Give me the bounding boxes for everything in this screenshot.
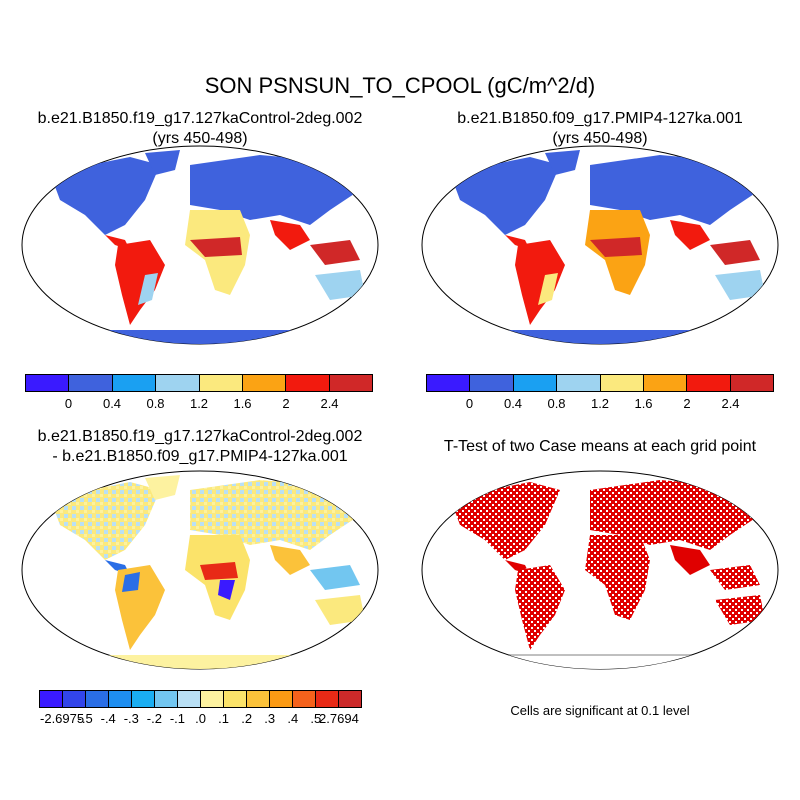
colorbar-label: 2.4 bbox=[721, 396, 740, 411]
panel-title-line2: (yrs 450-498) bbox=[152, 130, 248, 147]
colorbar-label: .0 bbox=[195, 711, 206, 726]
colorbar-label: 0.8 bbox=[146, 396, 165, 411]
colorbar-label: 2 bbox=[683, 396, 691, 411]
colorbar-label: -.5 bbox=[77, 711, 93, 726]
colorbar-label: -.1 bbox=[169, 711, 186, 726]
colorbar-label: 1.6 bbox=[233, 396, 252, 411]
colorbar-cell bbox=[224, 691, 247, 707]
panel-title-control: b.e21.B1850.f19_g17.127kaControl-2deg.00… bbox=[0, 109, 400, 149]
colorbar-label: 2.7694 bbox=[319, 711, 359, 726]
colorbar-cell bbox=[329, 375, 372, 391]
colorbar-cell bbox=[156, 375, 200, 391]
colorbar-cell bbox=[109, 691, 132, 707]
colorbar-cell bbox=[270, 691, 293, 707]
panel-title-line2: (yrs 450-498) bbox=[552, 130, 648, 147]
panel-title-difference: b.e21.B1850.f19_g17.127kaControl-2deg.00… bbox=[0, 427, 400, 467]
colorbar-cell bbox=[557, 375, 601, 391]
colorbar-label: -.4 bbox=[100, 711, 116, 726]
colorbar-label: .3 bbox=[264, 711, 276, 726]
panel-title-ttest: T-Test of two Case means at each grid po… bbox=[400, 437, 800, 457]
colorbar-label: 2 bbox=[282, 396, 290, 411]
colorbar-cell bbox=[643, 375, 688, 391]
colorbar-cell bbox=[247, 691, 270, 707]
colorbar-label: .5 bbox=[310, 711, 322, 726]
colorbar-cell bbox=[178, 691, 201, 707]
colorbar-cell bbox=[293, 691, 316, 707]
greenland bbox=[145, 150, 180, 175]
colorbar-label: 1.2 bbox=[590, 396, 610, 411]
colorbar-difference bbox=[39, 690, 362, 708]
colorbar-cell bbox=[316, 691, 339, 707]
colorbar-cell bbox=[427, 375, 471, 391]
colorbar-cell bbox=[40, 691, 63, 707]
colorbar-cell bbox=[86, 691, 109, 707]
colorbar-cell bbox=[470, 375, 514, 391]
colorbar-cell bbox=[687, 375, 731, 391]
figure-title: SON PSNSUN_TO_CPOOL (gC/m^2/d) bbox=[204, 73, 596, 98]
antarctica bbox=[22, 330, 378, 344]
colorbar-cell bbox=[132, 691, 155, 707]
colorbar-label: 1.6 bbox=[634, 396, 653, 411]
eurasia bbox=[190, 155, 360, 225]
colorbar-label: 0.4 bbox=[503, 396, 523, 411]
colorbar-label: 0.4 bbox=[102, 396, 122, 411]
colorbar-label: 0.8 bbox=[547, 396, 566, 411]
colorbar-cell bbox=[63, 691, 86, 707]
colorbar-cell bbox=[339, 691, 361, 707]
north-america bbox=[50, 157, 160, 235]
colorbar-label: 2.4 bbox=[320, 396, 339, 411]
colorbar-label: -.2 bbox=[146, 711, 162, 726]
colorbar-label: 0 bbox=[465, 396, 474, 411]
colorbar-label: .4 bbox=[287, 711, 299, 726]
map-panel-difference bbox=[21, 470, 379, 670]
map-panel-control bbox=[21, 145, 379, 345]
maritime-asia bbox=[310, 240, 360, 265]
colorbar-cell bbox=[600, 375, 644, 391]
south-america bbox=[115, 240, 165, 325]
colorbar-cell bbox=[199, 375, 243, 391]
colorbar-cell bbox=[112, 375, 157, 391]
colorbar-cell bbox=[155, 691, 178, 707]
panel-title-line1: b.e21.B1850.f19_g17.127kaControl-2deg.00… bbox=[37, 428, 363, 445]
colorbar-cell bbox=[730, 375, 773, 391]
colorbar-pmip4 bbox=[426, 374, 774, 392]
colorbar-label: -.3 bbox=[123, 711, 139, 726]
colorbar-label: 1.2 bbox=[189, 396, 209, 411]
colorbar-label: 0 bbox=[64, 396, 73, 411]
colorbar-cell bbox=[242, 375, 287, 391]
colorbar-control bbox=[25, 374, 373, 392]
panel-title-line2: - b.e21.B1850.f09_g17.PMIP4-127ka.001 bbox=[52, 448, 348, 465]
south-asia bbox=[270, 220, 310, 250]
colorbar-cell bbox=[513, 375, 558, 391]
panel-title-line1: T-Test of two Case means at each grid po… bbox=[443, 438, 757, 455]
map-panel-pmip4 bbox=[421, 145, 779, 345]
panel-title-line1: b.e21.B1850.f19_g17.127kaControl-2deg.00… bbox=[37, 110, 363, 127]
colorbar-cell bbox=[286, 375, 330, 391]
colorbar-cell bbox=[201, 691, 224, 707]
panel-title-line1: b.e21.B1850.f09_g17.PMIP4-127ka.001 bbox=[457, 110, 743, 127]
map-panel-ttest bbox=[421, 470, 779, 670]
colorbar-label: .1 bbox=[218, 711, 229, 726]
australia bbox=[315, 270, 365, 300]
colorbar-label: -2.6975 bbox=[40, 711, 85, 726]
panel-title-pmip4: b.e21.B1850.f09_g17.PMIP4-127ka.001 (yrs… bbox=[400, 109, 800, 149]
colorbar-cell bbox=[26, 375, 70, 391]
significance-note: Cells are significant at 0.1 level bbox=[510, 703, 690, 718]
colorbar-label: .2 bbox=[241, 711, 253, 726]
colorbar-cell bbox=[69, 375, 113, 391]
